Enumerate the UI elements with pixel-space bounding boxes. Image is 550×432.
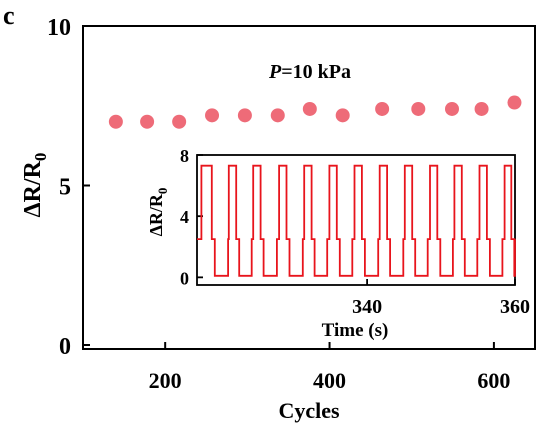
data-point [302,101,317,116]
main-ylabel-subscript: 0 [31,153,50,162]
inset-y-axis-label: ΔR/R0 [146,188,170,237]
data-point [411,101,426,116]
data-point [205,108,220,123]
data-point [140,114,155,129]
main-y-tick-label: 0 [59,334,71,360]
pressure-value: =10 kPa [281,61,351,83]
data-point [108,114,123,129]
panel-label: c [3,1,15,30]
inset-chart: 048 340 360 ΔR/R0 Time (s) [146,146,530,341]
main-y-axis-label: ΔR/R0 [20,153,50,218]
data-point [172,114,187,129]
data-point [270,108,285,123]
main-data-points [108,95,522,129]
data-point [507,95,522,110]
main-y-tick-label: 10 [47,15,71,41]
main-x-ticks: 200 400 600 [149,342,510,393]
main-plot-frame [82,25,536,350]
inset-x-ticks: 340 360 [352,279,530,318]
main-y-ticks: 0 5 10 [47,15,90,360]
inset-ylabel-subscript: 0 [155,188,170,195]
main-x-tick-label: 400 [313,368,346,393]
main-x-tick-label: 600 [477,368,510,393]
inset-y-tick-label: 8 [180,146,189,166]
pressure-symbol: P [268,61,282,83]
main-x-axis-label: Cycles [278,398,340,423]
inset-resistance-trace [197,164,516,277]
data-point [335,108,350,123]
inset-x-tick-label: 340 [352,296,382,318]
main-x-tick-label: 200 [149,368,182,393]
pressure-annotation: P=10 kPa [268,61,351,83]
main-ylabel-text: ΔR/R [20,160,46,217]
data-point [375,101,390,116]
inset-ylabel-text: ΔR/R [146,193,166,236]
data-point [474,101,489,116]
inset-x-tick-label: 360 [500,296,530,318]
inset-x-axis-label: Time (s) [322,320,389,341]
data-point [444,101,459,116]
inset-y-tick-label: 0 [180,268,189,288]
data-point [237,108,252,123]
inset-y-tick-label: 4 [180,207,189,227]
main-y-tick-label: 5 [59,175,71,201]
inset-plot-frame [196,154,516,286]
